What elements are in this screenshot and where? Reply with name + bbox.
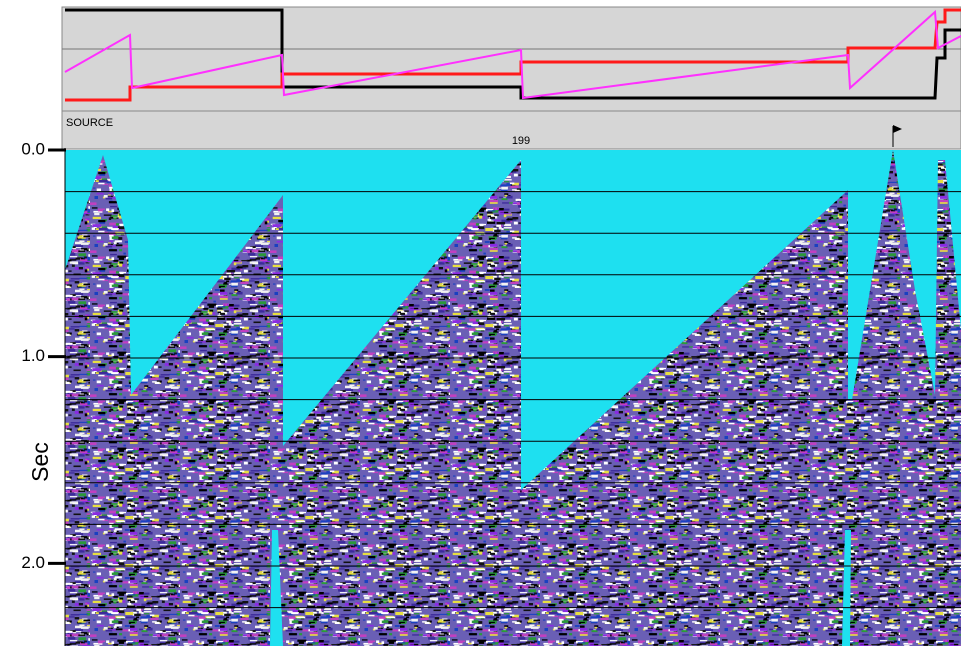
y-tick-label: 1.0 (21, 346, 45, 365)
data-panel (65, 150, 961, 646)
track-label: SOURCE (66, 117, 113, 129)
seismic-viewer: SOURCE 199 Sec 0.0 1.0 2.0 (0, 0, 961, 646)
axis-label: Sec (27, 442, 53, 482)
y-tick-label: 2.0 (21, 553, 45, 572)
attribute-panel (62, 7, 961, 111)
marker-label: 199 (512, 135, 530, 147)
y-tick-label: 0.0 (21, 139, 45, 158)
